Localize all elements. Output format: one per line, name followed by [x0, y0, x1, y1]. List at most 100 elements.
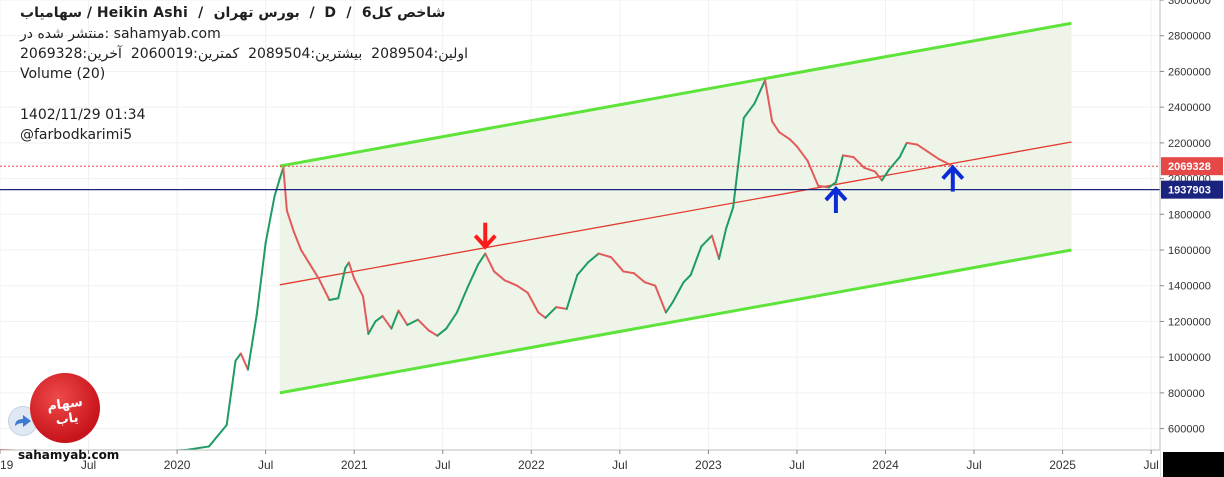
- price-segment: [788, 138, 798, 148]
- price-segment: [725, 206, 735, 230]
- share-icon: [15, 415, 31, 427]
- price-segment: [841, 154, 855, 159]
- price-segment: [852, 156, 866, 169]
- price-segment: [806, 159, 820, 187]
- price-segment: [300, 249, 311, 266]
- price-segment: [526, 291, 540, 314]
- price-segment: [466, 263, 480, 289]
- arrow-down-icon: [473, 222, 497, 250]
- price-segment: [771, 120, 781, 134]
- price-segment: [184, 445, 210, 450]
- y-axis-background: [1160, 0, 1224, 477]
- arrow-head: [941, 164, 965, 180]
- price-segment: [537, 311, 547, 319]
- price-segment: [927, 150, 940, 160]
- price-segment: [888, 156, 901, 171]
- price-segment: [436, 327, 448, 337]
- price-segment: [374, 315, 384, 323]
- price-segment: [337, 266, 347, 300]
- price-segment: [285, 209, 295, 234]
- price-segment: [516, 284, 529, 294]
- price-segment: [308, 263, 320, 280]
- price-segment: [732, 116, 745, 209]
- y-tick-label: 2400000: [1168, 102, 1211, 114]
- channel-upper-line: [279, 21, 1072, 168]
- price-segment: [795, 145, 809, 162]
- price-segment: [944, 161, 954, 168]
- y-tick-label: 1000000: [1168, 352, 1211, 364]
- price-segment: [764, 79, 774, 123]
- channel-middle-line: [279, 141, 1072, 286]
- x-tick-label: 2021: [341, 458, 368, 472]
- x-tick-label: Jul: [966, 458, 981, 472]
- trend-channel: [279, 21, 1072, 395]
- price-segment: [493, 270, 506, 282]
- price-segment: [778, 131, 791, 141]
- x-tick-label: Jul: [435, 458, 450, 472]
- price-segment: [597, 252, 612, 259]
- price-segment: [503, 279, 519, 287]
- y-tick-label: 1400000: [1168, 281, 1211, 293]
- y-tick-label: 3000000: [1168, 0, 1211, 7]
- arrow-up-icon: [941, 164, 965, 192]
- level-badge-bg: [1161, 180, 1223, 199]
- x-tick-label: 2022: [518, 458, 545, 472]
- y-tick-label: 600000: [1168, 424, 1205, 436]
- price-segment: [586, 252, 600, 264]
- price-segment: [753, 79, 767, 105]
- watermark: sahamyab.com: [18, 448, 120, 462]
- annotations: [473, 164, 965, 250]
- level-badge: 1937903: [1161, 180, 1223, 199]
- price-segment: [609, 256, 625, 273]
- y-tick-label: 1200000: [1168, 316, 1211, 328]
- price-segment: [255, 241, 267, 316]
- price-segment: [445, 311, 458, 330]
- x-axis[interactable]: 2019 Jul 2020 Jul 2021 Jul 2022 Jul 2023 Jul 2024 J…: [0, 449, 1160, 477]
- price-segment: [264, 195, 276, 244]
- x-tick-label: 2025: [1049, 458, 1076, 472]
- arrow-head: [824, 186, 848, 202]
- price-segment: [555, 306, 568, 310]
- price-segment: [347, 261, 356, 280]
- price-segment: [689, 245, 703, 276]
- volume-indicator-label[interactable]: Volume (20): [20, 66, 106, 82]
- chart-title: سهامیاب / Heikin Ashi / بورس تهران / D /…: [20, 5, 446, 21]
- y-tick-label: 2200000: [1168, 138, 1211, 150]
- x-tick-label: Jul: [789, 458, 804, 472]
- x-tick-label: Jul: [258, 458, 273, 472]
- y-tick-label: 800000: [1168, 388, 1205, 400]
- price-segment: [710, 234, 721, 260]
- price-segment: [362, 295, 370, 335]
- axis-corner: [1163, 452, 1224, 477]
- price-segment: [273, 177, 281, 198]
- last-price-badge: 2069328: [1161, 157, 1223, 176]
- author-handle[interactable]: @farbodkarimi5: [20, 127, 133, 143]
- price-segment: [664, 300, 674, 314]
- arrow-up-icon: [824, 186, 848, 213]
- y-tick-label: 2800000: [1168, 31, 1211, 43]
- price-segment: [246, 313, 258, 371]
- price-segment: [225, 359, 237, 426]
- last-price-badge-bg: [1161, 157, 1223, 176]
- price-segment: [328, 297, 340, 301]
- logo-text: سهام یاب: [46, 394, 84, 429]
- x-tick-label: 2023: [695, 458, 722, 472]
- price-segment: [406, 318, 419, 326]
- price-segment: [880, 168, 891, 182]
- sahamyab-logo: سهام یاب: [30, 373, 100, 443]
- price-segment: [207, 424, 228, 448]
- price-segment: [700, 234, 713, 248]
- publish-date: 1402/11/29 01:34: [20, 107, 146, 123]
- price-segment: [381, 315, 393, 330]
- price-segment: [834, 154, 844, 184]
- price-segment: [239, 352, 249, 371]
- x-tick-label: 2020: [164, 458, 191, 472]
- price-segment: [718, 227, 728, 260]
- x-tick-label: Jul: [612, 458, 627, 472]
- price-segment: [565, 274, 579, 310]
- y-axis[interactable]: 3000000280000026000002400000220000020000…: [1159, 0, 1224, 477]
- price-segment: [937, 157, 947, 164]
- price-segment: [898, 141, 908, 159]
- ohlc-values: اولین:2089504 بیشترین:2089504 کمترین:206…: [20, 46, 469, 62]
